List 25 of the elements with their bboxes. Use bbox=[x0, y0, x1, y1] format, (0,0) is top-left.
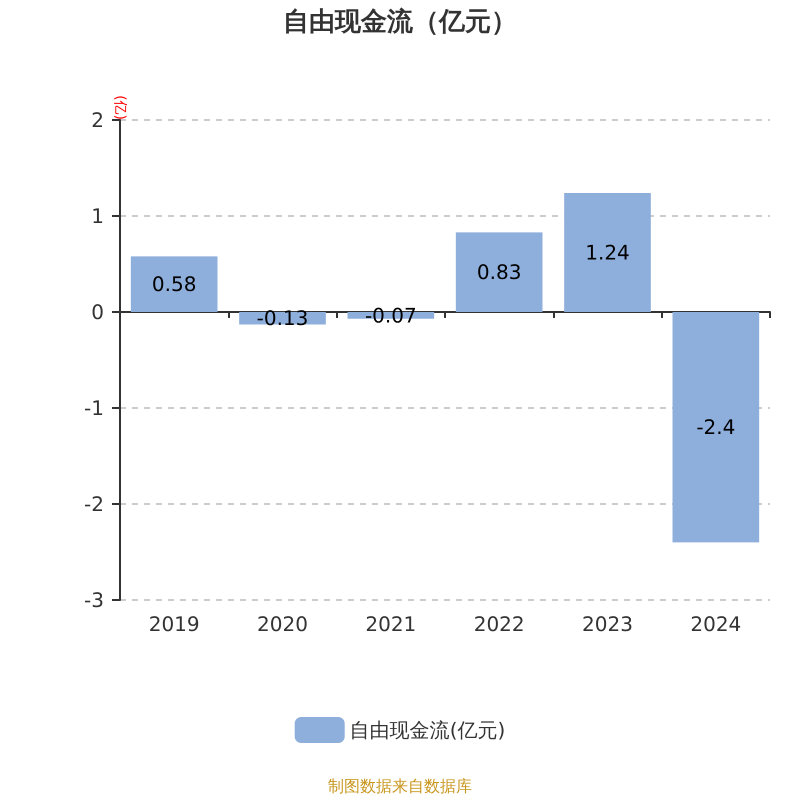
data-label: -0.13 bbox=[256, 306, 308, 330]
x-tick-label: 2023 bbox=[582, 612, 633, 636]
x-tick-label: 2024 bbox=[690, 612, 742, 636]
data-label: 0.83 bbox=[476, 260, 522, 284]
x-tick-label: 2021 bbox=[365, 612, 416, 636]
y-tick-label: 2 bbox=[91, 108, 104, 132]
bar bbox=[672, 312, 760, 542]
data-label: -2.4 bbox=[696, 415, 736, 440]
data-label: 1.24 bbox=[585, 240, 630, 264]
y-tick-label: 1 bbox=[91, 204, 104, 228]
y-tick-label: -1 bbox=[84, 396, 104, 420]
x-tick-label: 2022 bbox=[474, 612, 525, 636]
bar bbox=[456, 232, 542, 312]
y-tick-label: -3 bbox=[84, 588, 104, 612]
x-tick-label: 2020 bbox=[257, 612, 308, 636]
chart-title: 自由现金流（亿元） bbox=[283, 7, 517, 37]
text: 制图数据来自数据库 bbox=[328, 776, 472, 796]
y-axis-title: (亿) bbox=[112, 95, 128, 120]
bar bbox=[130, 256, 218, 312]
data-label: 0.58 bbox=[152, 272, 196, 296]
x-tick-label: 2019 bbox=[148, 612, 200, 636]
legend-label: 自由现金流(亿元) bbox=[350, 718, 506, 742]
bar bbox=[564, 192, 651, 312]
y-tick-label: 0 bbox=[91, 300, 104, 324]
y-tick-label: -2 bbox=[84, 492, 104, 516]
